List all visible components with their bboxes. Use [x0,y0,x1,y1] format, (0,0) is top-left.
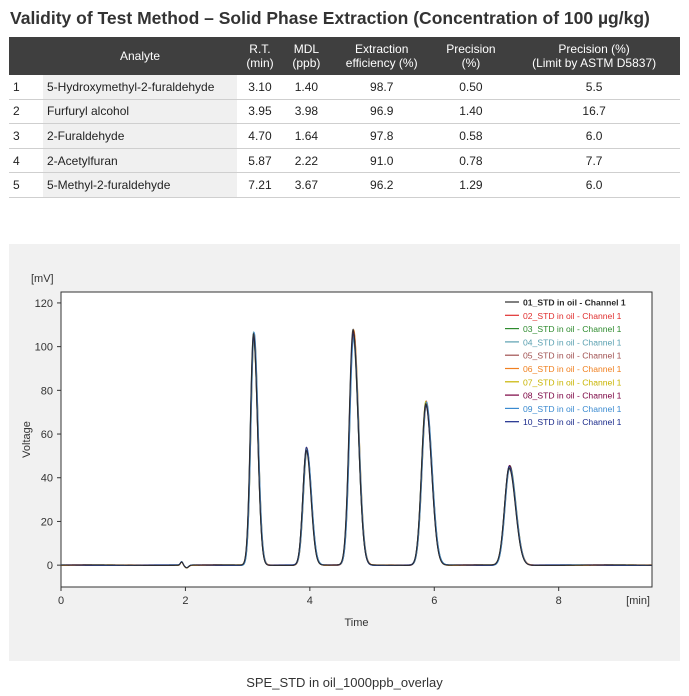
table-row: 2 Furfuryl alcohol 3.95 3.98 96.9 1.40 1… [9,99,680,125]
mdl-value: 3.98 [282,99,330,125]
legend-entry: 08_STD in oil - Channel 1 [523,391,622,401]
table-row: 1 5-Hydroxymethyl-2-furaldehyde 3.10 1.4… [9,75,680,100]
y-axis-title: Voltage [21,421,33,458]
precision-value: 0.50 [433,75,509,100]
legend-entry: 07_STD in oil - Channel 1 [523,377,622,387]
y-tick-label: 40 [41,473,53,485]
col-header-analyte: Analyte [43,37,237,75]
y-tick-label: 100 [35,342,53,354]
analyte-name: 2-Furaldehyde [43,123,237,149]
precision-limit-value: 6.0 [508,123,680,149]
efficiency-value: 96.2 [329,172,434,198]
rt-value: 5.87 [237,148,283,174]
x-unit-label: [min] [626,595,650,607]
col-header-precision: Precision (%) [433,37,509,75]
mdl-value: 2.22 [282,148,330,174]
row-number: 5 [9,172,43,198]
x-tick-label: 6 [431,595,437,607]
legend-entry: 04_STD in oil - Channel 1 [523,337,622,347]
efficiency-value: 91.0 [329,148,434,174]
analyte-name: 5-Hydroxymethyl-2-furaldehyde [43,75,237,100]
col-header-number [9,37,43,75]
row-number: 1 [9,75,43,100]
y-tick-label: 80 [41,385,53,397]
rt-value: 3.95 [237,99,283,125]
chart-caption: SPE_STD in oil_1000ppb_overlay [246,675,443,690]
efficiency-value: 96.9 [329,99,434,125]
row-number: 3 [9,123,43,149]
mdl-value: 1.40 [282,75,330,100]
table-row: 4 2-Acetylfuran 5.87 2.22 91.0 0.78 7.7 [9,148,680,174]
x-axis-title: Time [344,617,368,629]
chromatogram-panel: 0 20 40 60 80 100 120 0 2 4 6 8 [mV] [min] Time Voltage… [9,244,680,661]
x-tick-label: 2 [182,595,188,607]
row-number: 2 [9,99,43,125]
validity-table: Analyte R.T. (min) MDL (ppb) Extraction eff… [9,37,680,198]
col-header-precision-limit: Precision (%) (Limit by ASTM D5837) [508,37,680,75]
table-header-row: Analyte R.T. (min) MDL (ppb) Extraction eff… [9,37,680,75]
precision-limit-value: 5.5 [508,75,680,100]
precision-value: 0.58 [433,123,509,149]
chromatogram-chart: 0 20 40 60 80 100 120 0 2 4 6 8 [mV] [min] Time Voltage… [21,273,653,629]
y-tick-label: 60 [41,429,53,441]
table-row: 3 2-Furaldehyde 4.70 1.64 97.8 0.58 6.0 [9,123,680,149]
y-unit-label: [mV] [31,273,54,285]
mdl-value: 1.64 [282,123,330,149]
col-header-mdl: MDL (ppb) [282,37,330,75]
precision-limit-value: 16.7 [508,99,680,125]
row-number: 4 [9,148,43,174]
legend-entry: 10_STD in oil - Channel 1 [523,417,622,427]
y-tick-label: 120 [35,298,53,310]
efficiency-value: 97.8 [329,123,434,149]
page-title: Validity of Test Method – Solid Phase Ex… [10,8,650,28]
x-tick-label: 8 [556,595,562,607]
y-tick-label: 0 [47,560,53,572]
analyte-name: 5-Methyl-2-furaldehyde [43,172,237,198]
col-header-efficiency: Extraction efficiency (%) [329,37,434,75]
rt-value: 7.21 [237,172,283,198]
efficiency-value: 98.7 [329,75,434,100]
x-tick-label: 4 [307,595,313,607]
legend-entry: 02_STD in oil - Channel 1 [523,311,622,321]
x-tick-label: 0 [58,595,64,607]
legend-entry: 01_STD in oil - Channel 1 [523,298,626,308]
mdl-value: 3.67 [282,172,330,198]
y-tick-label: 20 [41,516,53,528]
plot-area [60,291,653,588]
legend-entry: 03_STD in oil - Channel 1 [523,324,622,334]
precision-limit-value: 7.7 [508,148,680,174]
analyte-name: Furfuryl alcohol [43,99,237,125]
series-line-1 [60,328,652,569]
col-header-rt: R.T. (min) [237,37,283,75]
table-row: 5 5-Methyl-2-furaldehyde 7.21 3.67 96.2 … [9,172,680,198]
analyte-name: 2-Acetylfuran [43,148,237,174]
precision-value: 1.29 [433,172,509,198]
precision-limit-value: 6.0 [508,172,680,198]
rt-value: 3.10 [237,75,283,100]
precision-value: 1.40 [433,99,509,125]
legend-entry: 09_STD in oil - Channel 1 [523,404,622,414]
legend-entry: 05_STD in oil - Channel 1 [523,351,622,361]
precision-value: 0.78 [433,148,509,174]
legend-entry: 06_STD in oil - Channel 1 [523,364,622,374]
rt-value: 4.70 [237,123,283,149]
